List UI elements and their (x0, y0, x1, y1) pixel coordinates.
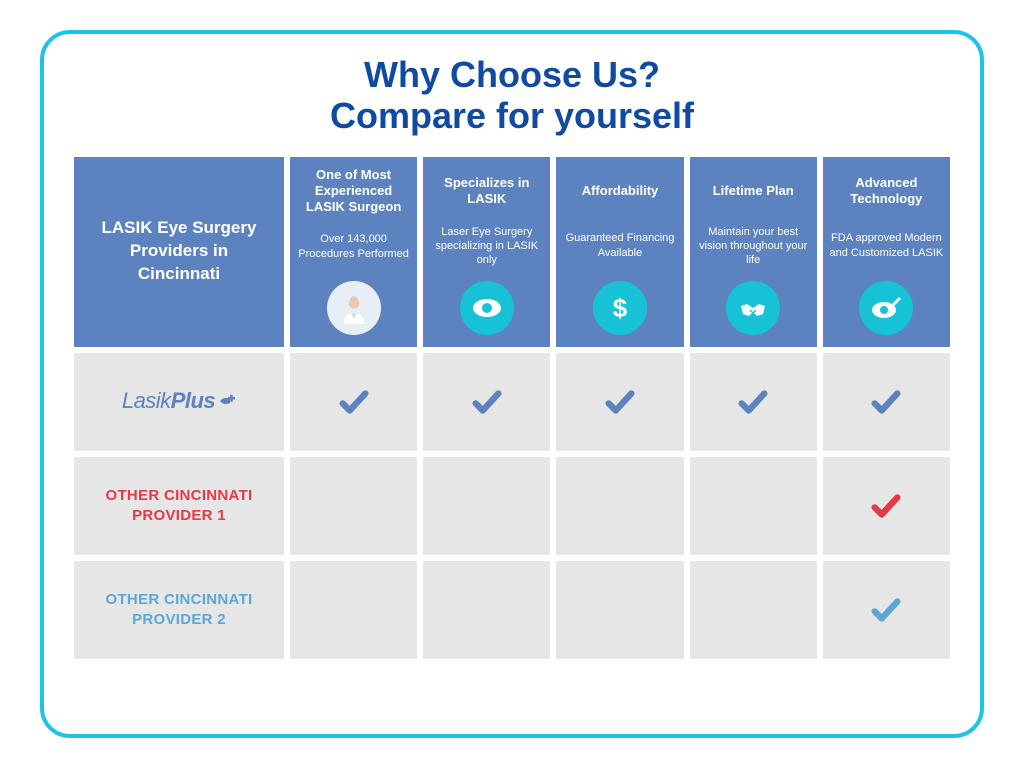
page-title: Why Choose Us? Compare for yourself (74, 54, 950, 137)
eye-icon (460, 281, 514, 335)
cell-r3-c2 (423, 561, 550, 659)
eye-pencil-icon (859, 281, 913, 335)
col-title: One of Most Experienced LASIK Surgeon (296, 167, 411, 216)
check-icon (337, 385, 371, 419)
col-subtitle: Over 143,000 Procedures Performed (296, 226, 411, 268)
cell-r1-c3 (556, 353, 683, 451)
check-icon (869, 593, 903, 627)
cell-r3-c3 (556, 561, 683, 659)
col-subtitle: Laser Eye Surgery specializing in LASIK … (429, 225, 544, 268)
doctor-photo-icon (327, 281, 381, 335)
comparison-card: Why Choose Us? Compare for yourself LASI… (40, 30, 984, 738)
col-subtitle: FDA approved Modern and Customized LASIK (829, 225, 944, 267)
handshake-icon (726, 281, 780, 335)
header-col-affordability: Affordability Guaranteed Financing Avail… (556, 157, 683, 347)
comparison-table: LASIK Eye Surgery Providers in Cincinnat… (74, 157, 950, 659)
title-line-2: Compare for yourself (330, 95, 694, 136)
check-icon (603, 385, 637, 419)
cell-r2-c1 (290, 457, 417, 555)
header-col-technology: Advanced Technology FDA approved Modern … (823, 157, 950, 347)
header-col-specializes: Specializes in LASIK Laser Eye Surgery s… (423, 157, 550, 347)
cell-r3-c4 (690, 561, 817, 659)
cell-r2-c5 (823, 457, 950, 555)
col-title: Affordability (582, 167, 659, 215)
row-label-lasikplus: LasikPlus (74, 353, 284, 451)
cell-r1-c4 (690, 353, 817, 451)
header-col-lifetime: Lifetime Plan Maintain your best vision … (690, 157, 817, 347)
cell-r1-c2 (423, 353, 550, 451)
dollar-icon: $ (593, 281, 647, 335)
check-icon (869, 489, 903, 523)
cell-r2-c4 (690, 457, 817, 555)
cell-r2-c3 (556, 457, 683, 555)
row-label-provider-1: OTHER CINCINNATI PROVIDER 1 (74, 457, 284, 555)
svg-text:$: $ (613, 293, 628, 323)
check-icon (736, 385, 770, 419)
cell-r3-c1 (290, 561, 417, 659)
title-line-1: Why Choose Us? (364, 54, 660, 95)
col-title: Advanced Technology (829, 167, 944, 215)
lasikplus-logo: LasikPlus (122, 387, 236, 416)
col-subtitle: Guaranteed Financing Available (562, 225, 677, 267)
cell-r2-c2 (423, 457, 550, 555)
cell-r1-c1 (290, 353, 417, 451)
check-icon (470, 385, 504, 419)
header-providers-label: LASIK Eye Surgery Providers in Cincinnat… (74, 157, 284, 347)
header-col-experience: One of Most Experienced LASIK Surgeon Ov… (290, 157, 417, 347)
check-icon (869, 385, 903, 419)
col-subtitle: Maintain your best vision throughout you… (696, 225, 811, 268)
col-title: Lifetime Plan (713, 167, 794, 215)
row-label-provider-2: OTHER CINCINNATI PROVIDER 2 (74, 561, 284, 659)
col-title: Specializes in LASIK (429, 167, 544, 215)
cell-r3-c5 (823, 561, 950, 659)
cell-r1-c5 (823, 353, 950, 451)
